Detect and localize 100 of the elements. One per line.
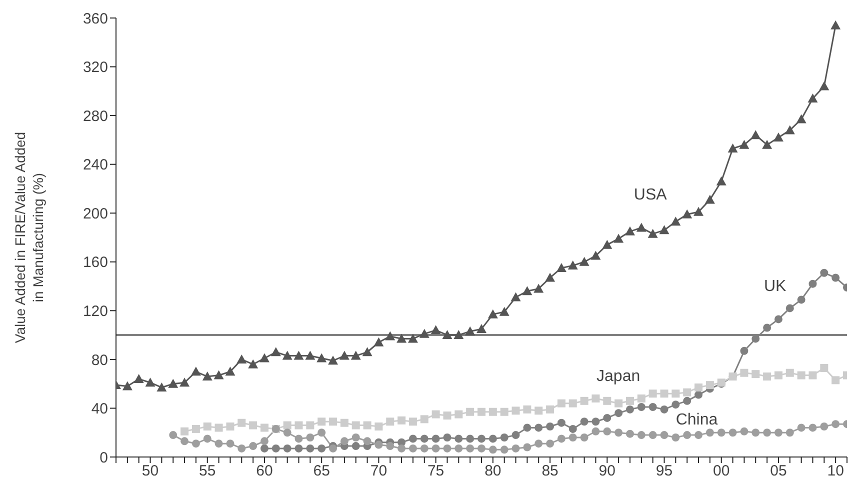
x-tick-label: 80 (484, 462, 502, 480)
x-tick-label: 85 (542, 462, 558, 480)
point (192, 424, 200, 433)
point (683, 388, 692, 396)
point (740, 346, 748, 355)
point (546, 440, 554, 448)
point (512, 444, 520, 452)
x-tick-label: 75 (427, 462, 444, 480)
y-axis-title: Value Added in FIRE/Value Added in Manufacturing (%) (12, 132, 46, 344)
point (626, 430, 634, 438)
point (432, 444, 440, 452)
x-tick-label: 60 (256, 462, 273, 480)
point (214, 424, 223, 432)
point (260, 424, 268, 432)
point (592, 418, 600, 426)
y-tick-label: 240 (82, 156, 108, 174)
point (318, 418, 326, 426)
point (752, 428, 760, 437)
y-tick-label: 360 (82, 10, 108, 28)
point (386, 418, 394, 426)
point (329, 418, 338, 426)
point (808, 371, 817, 380)
point (500, 446, 508, 454)
point (672, 400, 680, 409)
point (523, 405, 532, 414)
point (763, 428, 772, 437)
point (660, 431, 668, 440)
series-label: USA (634, 186, 668, 204)
point (420, 415, 428, 424)
point (694, 431, 703, 440)
point (774, 428, 782, 437)
point (454, 410, 463, 418)
x-tick-label: 70 (370, 462, 388, 480)
series-label: China (676, 411, 718, 428)
point (512, 431, 520, 440)
y-tick-label: 120 (82, 302, 108, 320)
point (740, 427, 748, 436)
y-tick-label: 40 (91, 400, 108, 418)
point (340, 437, 348, 446)
point (443, 444, 452, 452)
point (660, 405, 668, 414)
point (592, 427, 600, 436)
point (192, 440, 200, 448)
point (432, 434, 440, 443)
point (706, 381, 714, 390)
point (820, 422, 828, 431)
point (386, 442, 394, 450)
x-tick-label: 10 (827, 462, 844, 480)
point (523, 424, 532, 432)
point (478, 434, 486, 443)
point (557, 434, 566, 443)
point (408, 418, 417, 426)
point (488, 446, 497, 454)
point (352, 433, 360, 442)
point (466, 434, 474, 443)
point (786, 368, 794, 377)
point (478, 444, 486, 452)
point (318, 428, 326, 437)
point (568, 399, 577, 408)
point (717, 428, 726, 437)
point (763, 324, 772, 332)
point (557, 399, 566, 408)
point (260, 437, 268, 446)
point (466, 408, 474, 416)
point (420, 434, 428, 443)
point (306, 444, 314, 452)
point (443, 412, 452, 420)
point (786, 304, 794, 312)
point (763, 372, 772, 381)
point (352, 421, 360, 430)
y-tick-label: 0 (100, 449, 108, 466)
point (500, 408, 508, 416)
point (488, 434, 497, 443)
point (580, 396, 588, 405)
point (260, 444, 268, 452)
point (238, 418, 246, 427)
point (340, 418, 348, 427)
point (832, 420, 840, 428)
point (226, 440, 234, 448)
point (398, 444, 406, 452)
point (568, 433, 577, 442)
point (706, 428, 714, 437)
point (283, 421, 292, 430)
point (728, 428, 737, 437)
point (478, 408, 486, 416)
point (603, 427, 612, 436)
y-tick-label: 200 (82, 205, 108, 222)
point (318, 444, 326, 452)
point (797, 296, 806, 304)
point (249, 442, 258, 450)
point (808, 280, 817, 288)
point (694, 390, 703, 399)
point (614, 399, 623, 408)
point (294, 421, 303, 430)
point (832, 376, 840, 384)
point (637, 403, 646, 412)
point (523, 443, 532, 452)
point (820, 268, 828, 277)
point (774, 315, 782, 324)
point (603, 414, 612, 422)
